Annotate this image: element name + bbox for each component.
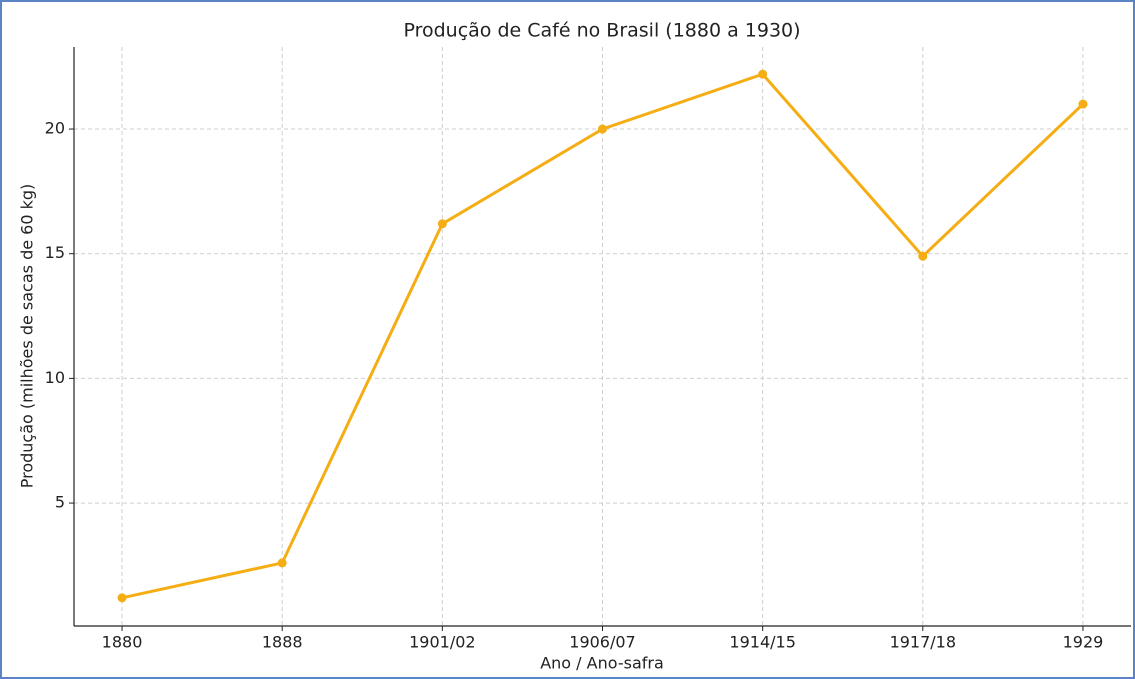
y-tick-label: 10: [45, 368, 65, 387]
x-tick-label: 1929: [1063, 633, 1104, 652]
point: [437, 219, 447, 229]
x-tick-label: 1888: [262, 633, 303, 652]
x-axis-label: Ano / Ano-safra: [540, 654, 664, 673]
x-tick-label: 1901/02: [409, 633, 475, 652]
point: [758, 69, 768, 79]
point: [117, 593, 127, 603]
point: [277, 558, 287, 568]
point: [598, 124, 607, 134]
x-tick-label: 1917/18: [890, 633, 956, 652]
x-tick-label: 1906/07: [569, 633, 635, 652]
point: [1078, 99, 1088, 109]
y-axis-label: Produção (milhões de sacas de 60 kg): [18, 184, 37, 489]
x-tick-label: 1914/15: [729, 633, 795, 652]
y-tick-label: 5: [55, 493, 65, 512]
x-tick-label: 1880: [102, 633, 143, 652]
y-tick-label: 20: [45, 119, 65, 138]
chart-title: Produção de Café no Brasil (1880 a 1930): [403, 20, 800, 42]
y-tick-label: 15: [45, 243, 65, 262]
point: [918, 251, 928, 261]
